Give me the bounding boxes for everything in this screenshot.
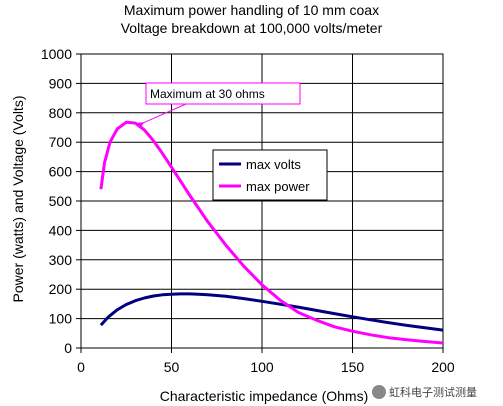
y-tick-label: 200 [49, 281, 73, 297]
y-tick-label: 1000 [41, 46, 72, 62]
y-tick-label: 400 [49, 222, 73, 238]
y-tick-label: 900 [49, 75, 73, 91]
annotation-arrowhead [135, 122, 145, 129]
y-tick-label: 100 [49, 311, 73, 327]
y-tick-label: 0 [64, 340, 72, 356]
y-tick-label: 600 [49, 164, 73, 180]
y-tick-label: 800 [49, 105, 73, 121]
chart-title: Maximum power handling of 10 mm coax [123, 2, 380, 18]
series-line-max-volts [99, 292, 444, 332]
y-tick-label: 700 [49, 134, 73, 150]
legend-box [212, 149, 328, 201]
y-axis-title: Power (watts) and Voltage (Volts) [10, 96, 26, 303]
x-tick-label: 0 [77, 359, 85, 375]
annotation-leader [138, 103, 187, 126]
chart-subtitle: Voltage breakdown at 100,000 volts/meter [120, 20, 383, 36]
x-tick-label: 50 [164, 359, 180, 375]
annotation-box [145, 82, 301, 105]
series-line-max-power [99, 120, 444, 345]
x-tick-label: 200 [431, 359, 455, 375]
y-tick-label: 500 [49, 193, 73, 209]
plot-frame [80, 53, 444, 349]
x-tick-label: 150 [341, 359, 365, 375]
y-tick-label: 300 [49, 252, 73, 268]
x-tick-label: 100 [250, 359, 274, 375]
watermark: 虹科电子测试测量 [372, 384, 477, 400]
wechat-icon [372, 385, 386, 399]
watermark-text: 虹科电子测试测量 [389, 386, 477, 399]
x-axis-title: Characteristic impedance (Ohms) [160, 388, 369, 404]
annotation-label: Maximum at 30 ohms [150, 87, 265, 101]
legend-label: max power [246, 179, 310, 194]
legend-label: max volts [246, 157, 301, 172]
